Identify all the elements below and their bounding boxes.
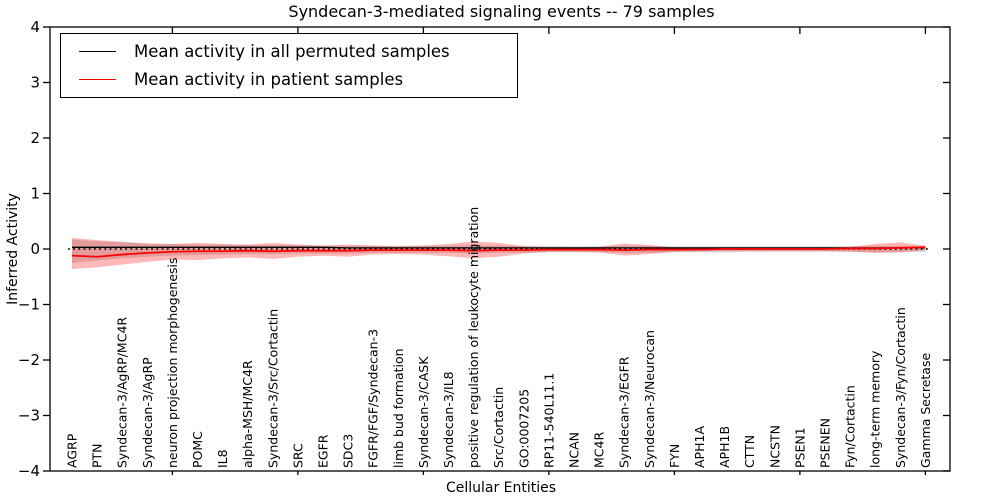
y-tick-label: −2	[18, 351, 40, 369]
x-category-label: Syndecan-3/CASK	[416, 356, 431, 468]
x-category-label: PSEN1	[792, 427, 807, 468]
patient-samples-std-band	[72, 237, 926, 269]
legend-item: Mean activity in all permuted samples	[79, 39, 517, 65]
legend-item: Mean activity in patient samples	[79, 66, 517, 92]
legend-line-swatch	[79, 78, 116, 80]
x-category-label: RP11-540L11.1	[541, 373, 556, 468]
x-category-label: POMC	[190, 431, 205, 468]
x-category-label: NCAN	[567, 432, 582, 468]
x-category-label: PTN	[90, 443, 105, 468]
x-category-label: GO:0007205	[516, 389, 531, 468]
x-category-label: Src/Cortactin	[491, 387, 506, 468]
x-category-label: AGRP	[65, 433, 80, 468]
x-category-label: Syndecan-3/Src/Cortactin	[265, 309, 280, 468]
x-category-label: Syndecan-3/IL8	[441, 371, 456, 468]
x-category-label: SRC	[290, 443, 305, 468]
x-category-label: Fyn/Cortactin	[843, 385, 858, 468]
legend-label: Mean activity in patient samples	[134, 69, 404, 89]
chart-title: Syndecan-3-mediated signaling events -- …	[288, 2, 715, 21]
x-category-label: NCSTN	[767, 425, 782, 468]
x-category-label: CTTN	[742, 435, 757, 468]
y-tick-label: −4	[18, 462, 40, 480]
x-category-label: FYN	[667, 444, 682, 468]
x-category-label: Syndecan-3/AgRP	[140, 357, 155, 468]
x-category-label: SDC3	[341, 434, 356, 468]
legend-line-swatch	[79, 51, 116, 53]
y-tick-label: 2	[30, 129, 40, 147]
x-axis-title: Cellular Entities	[445, 480, 557, 496]
permuted-mean-line	[72, 246, 926, 249]
x-category-label: FGFR/FGF/Syndecan-3	[366, 329, 381, 468]
y-tick-label: 1	[30, 185, 40, 203]
x-category-label: IL8	[215, 449, 230, 468]
legend-label: Mean activity in all permuted samples	[134, 42, 450, 62]
x-category-label: PSENEN	[818, 418, 833, 468]
x-category-label: Syndecan-3/EGFR	[617, 356, 632, 468]
y-tick-label: −1	[18, 296, 40, 314]
x-category-label: APH1B	[717, 426, 732, 468]
permuted-samples-std-band	[72, 239, 926, 263]
y-tick-label: 3	[30, 74, 40, 92]
patient-mean-line	[71, 246, 926, 258]
x-category-label: EGFR	[316, 434, 331, 468]
x-category-label: positive regulation of leukocyte migrati…	[466, 207, 481, 468]
x-category-label: Syndecan-3/Fyn/Cortactin	[893, 307, 908, 468]
legend: Mean activity in all permuted samples Mea…	[60, 33, 518, 98]
x-category-label: limb bud formation	[391, 348, 406, 468]
x-category-label: Gamma Secretase	[918, 353, 933, 468]
x-category-label: Syndecan-3/Neurocan	[642, 330, 657, 468]
y-tick-label: −3	[18, 407, 40, 425]
x-category-label: neuron projection morphogenesis	[165, 257, 180, 468]
x-category-label: APH1A	[692, 426, 707, 468]
x-category-label: Syndecan-3/AgRP/MC4R	[115, 317, 130, 468]
y-tick-label: 0	[30, 240, 40, 258]
x-category-label: alpha-MSH/MC4R	[240, 360, 255, 468]
x-category-label: MC4R	[592, 432, 607, 468]
y-axis-title: Inferred Activity	[5, 193, 21, 305]
y-tick-label: 4	[30, 18, 40, 36]
x-category-label: long-term memory	[868, 350, 883, 468]
